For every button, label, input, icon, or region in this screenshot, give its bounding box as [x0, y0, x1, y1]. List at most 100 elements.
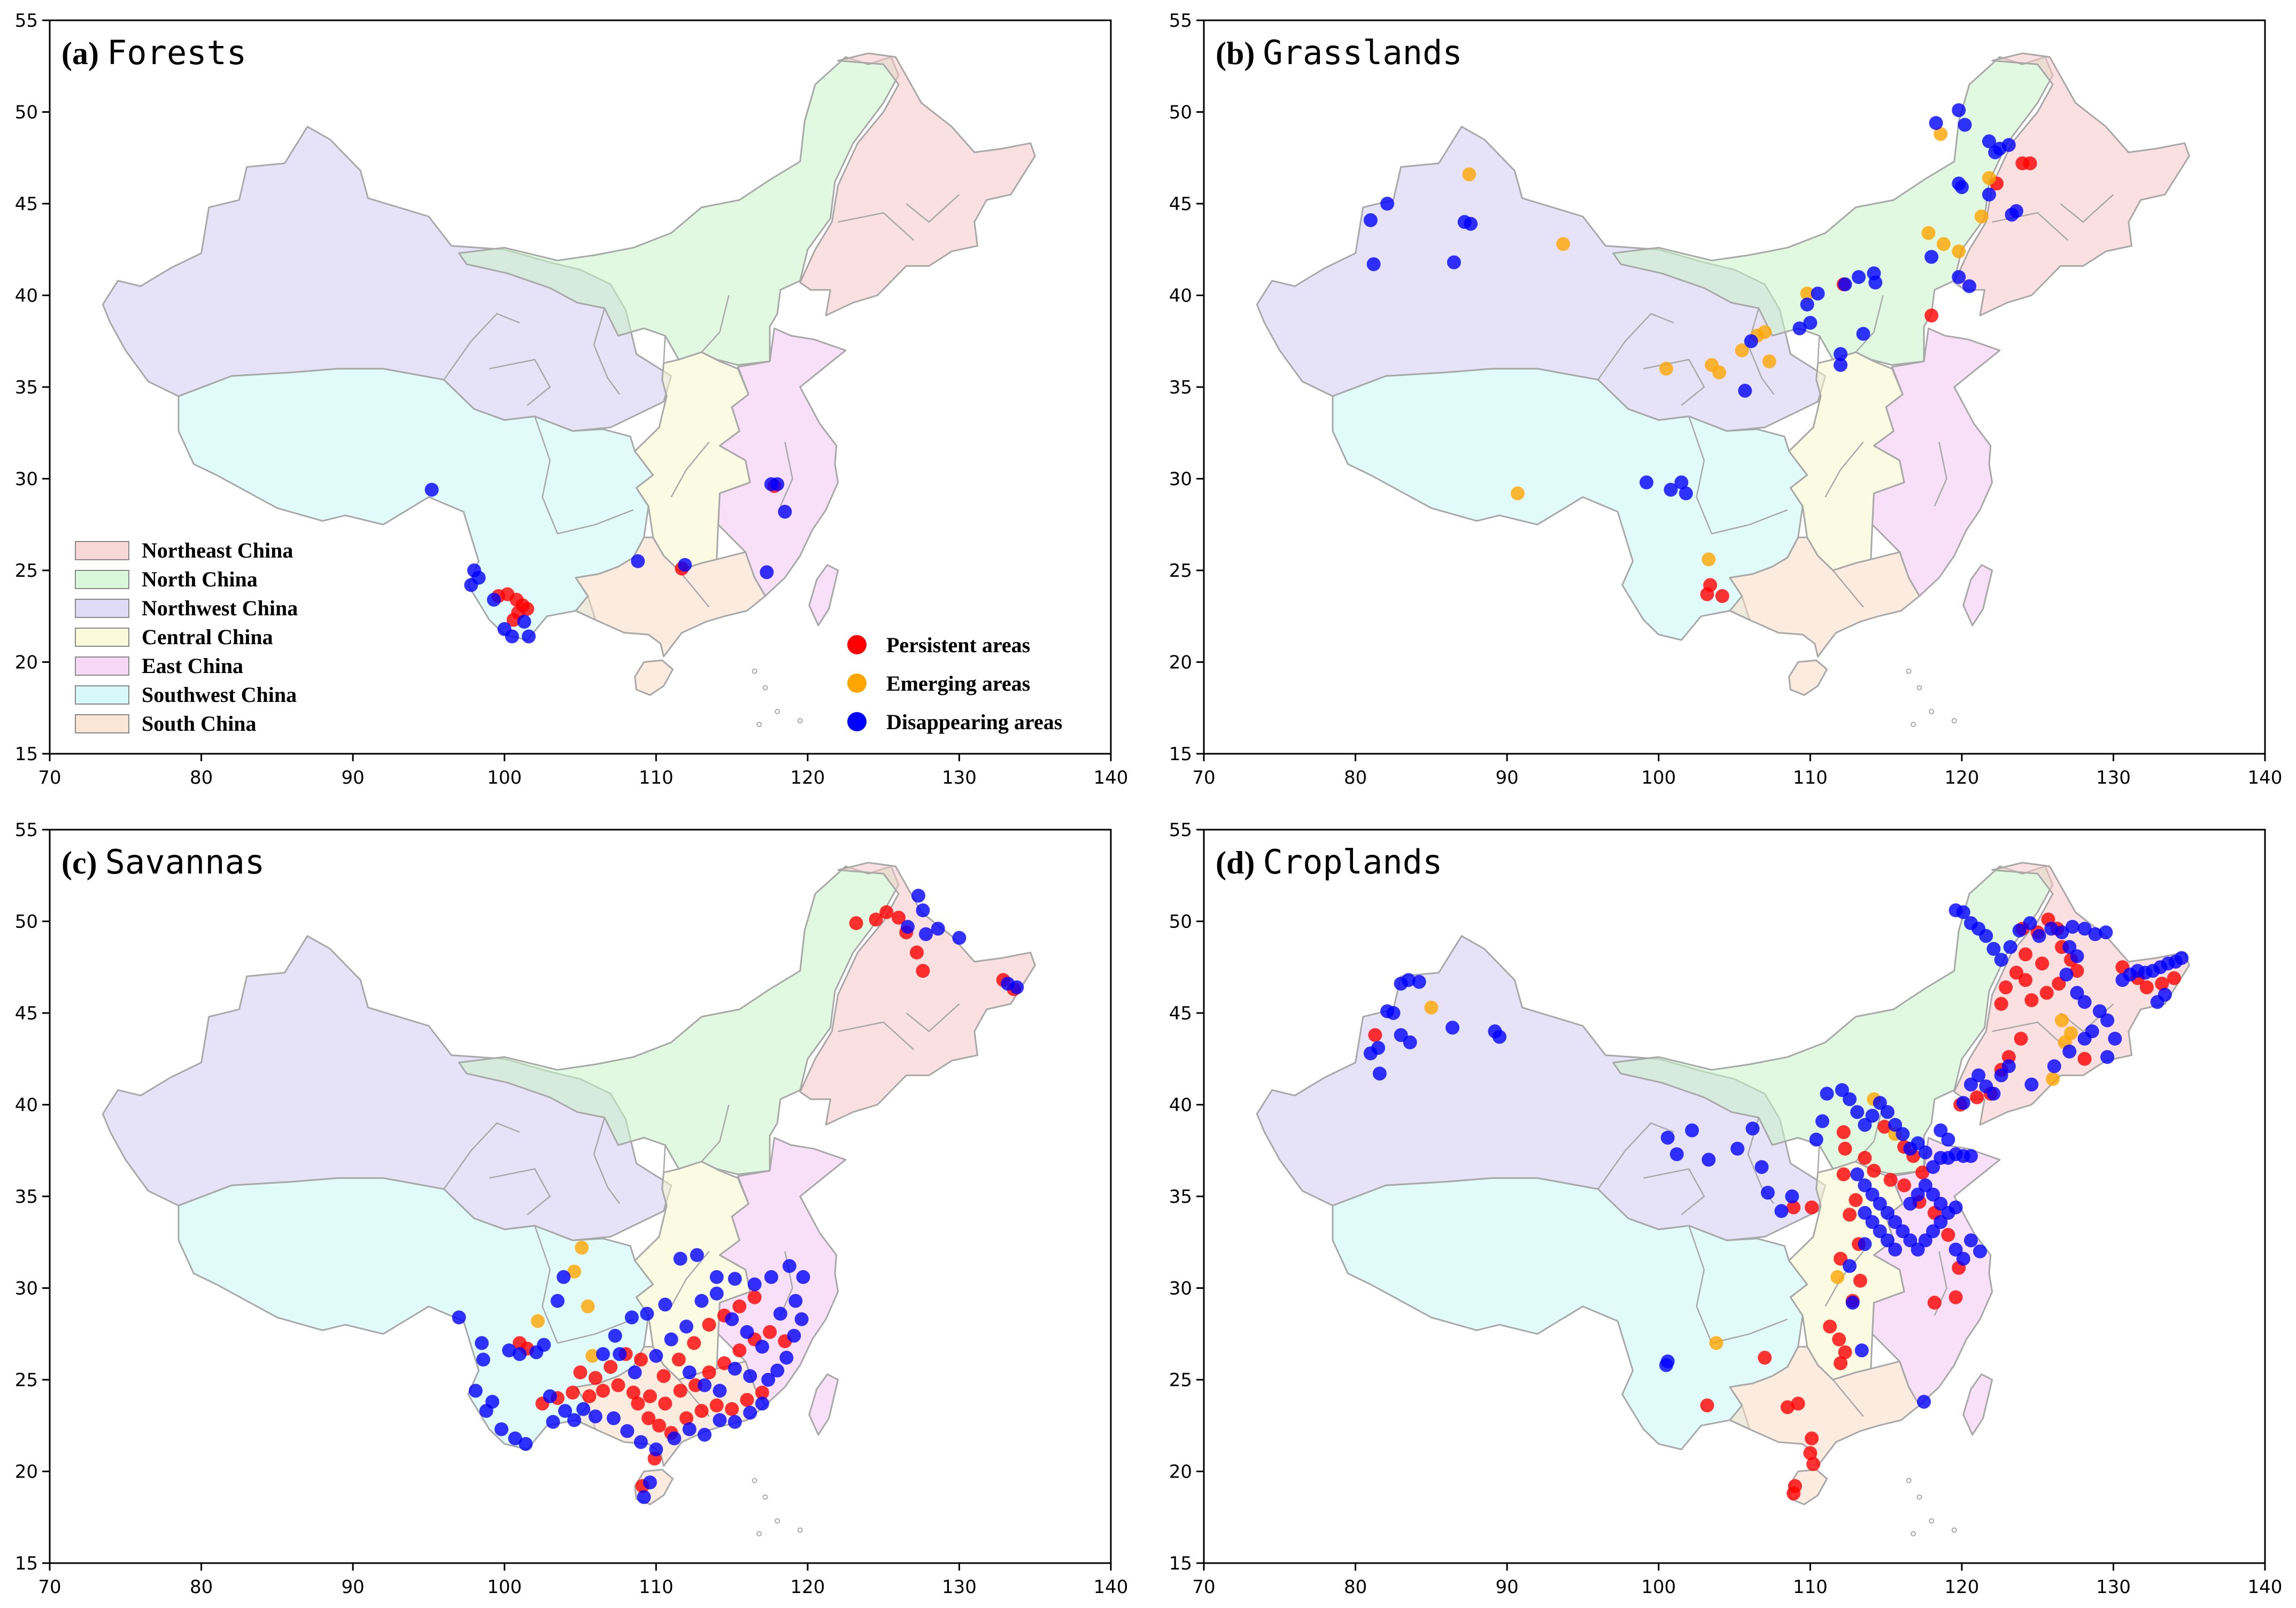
disappearing-point — [1785, 1189, 1799, 1203]
y-tick-label: 45 — [1169, 1003, 1192, 1024]
persistent-point — [709, 1398, 724, 1412]
disappearing-point — [1926, 1160, 1940, 1174]
persistent-point — [520, 602, 535, 616]
province-boundary — [1855, 295, 1884, 353]
province-boundary — [557, 509, 634, 535]
emerging-point — [567, 1264, 582, 1279]
disappearing-point — [624, 1310, 639, 1325]
disappearing-point — [2175, 951, 2189, 965]
y-tick-label: 20 — [1169, 652, 1192, 674]
emerging-point — [1556, 237, 1571, 251]
persistent-point — [1858, 1151, 1872, 1165]
persistent-point — [916, 964, 930, 978]
y-tick-label: 45 — [15, 194, 38, 215]
disappearing-point — [505, 629, 519, 644]
disappearing-point — [760, 565, 774, 579]
disappearing-point — [755, 1340, 769, 1354]
emerging-point — [1424, 1000, 1439, 1015]
disappearing-point — [551, 1294, 565, 1308]
disappearing-point — [770, 1363, 785, 1378]
data-points — [1363, 103, 2037, 603]
disappearing-point — [1952, 270, 1966, 284]
disappearing-point — [1911, 1136, 1925, 1150]
province-boundary — [1817, 1145, 1820, 1173]
disappearing-point — [1873, 1096, 1887, 1110]
persistent-point — [2155, 977, 2169, 991]
x-tick-label: 100 — [487, 767, 522, 788]
persistent-point — [633, 1352, 648, 1367]
y-tick-label: 45 — [15, 1003, 38, 1024]
region-legend-swatch — [75, 656, 129, 676]
region-legend-label: Northwest China — [142, 596, 298, 620]
disappearing-point — [1386, 1006, 1401, 1020]
disappearing-point — [502, 1343, 516, 1358]
disappearing-point — [537, 1338, 551, 1352]
y-tick-label: 25 — [15, 1370, 38, 1391]
disappearing-point — [1858, 1237, 1872, 1251]
x-tick-label: 120 — [790, 1576, 825, 1598]
x-tick-label: 130 — [942, 767, 977, 788]
emerging-point — [1511, 486, 1525, 500]
disappearing-point — [517, 615, 531, 629]
emerging-point — [1702, 552, 1716, 567]
axis-ticks: 70 80 90 100 110 120 130 140 15 20 25 30 35 40 45 50 55 — [15, 10, 1128, 788]
disappearing-point — [1372, 1066, 1387, 1081]
persistent-point — [687, 1336, 701, 1350]
persistent-point — [1838, 1345, 1852, 1359]
region-north — [458, 56, 900, 366]
x-tick-label: 120 — [1944, 767, 1979, 788]
disappearing-point — [476, 1352, 490, 1367]
disappearing-point — [1986, 942, 2001, 956]
disappearing-point — [1934, 1196, 1948, 1211]
disappearing-point — [1896, 1224, 1910, 1239]
y-tick-label: 15 — [15, 744, 38, 765]
disappearing-point — [475, 1336, 489, 1350]
disappearing-point — [649, 1442, 663, 1457]
disappearing-point — [1856, 327, 1870, 341]
disappearing-point — [1918, 1178, 1932, 1193]
disappearing-point — [1880, 1205, 1895, 1220]
disappearing-point — [2062, 940, 2077, 954]
persistent-point — [596, 1383, 610, 1398]
y-tick-label: 15 — [15, 1553, 38, 1574]
y-tick-label: 40 — [15, 1095, 38, 1116]
persistent-point — [702, 1365, 716, 1380]
disappearing-point — [2070, 986, 2084, 1000]
province-boundary — [1817, 335, 1820, 364]
disappearing-point — [1858, 1178, 1872, 1193]
x-tick-label: 100 — [487, 1576, 522, 1598]
region-north — [1612, 865, 2054, 1176]
panel-title: (a) Forests — [61, 33, 246, 72]
persistent-point — [2039, 986, 2054, 1000]
disappearing-point — [1949, 1200, 1963, 1215]
persistent-point — [1805, 1200, 1819, 1215]
map-panel-croplands: 70 80 90 100 110 120 130 140 15 20 25 30 35 40 45 50 55 (… — [1169, 820, 2283, 1598]
panel-name: Forests — [107, 33, 246, 72]
x-tick-label: 140 — [2248, 1576, 2283, 1598]
disappearing-point — [1903, 1196, 1918, 1211]
y-tick-label: 40 — [15, 285, 38, 307]
disappearing-point — [1956, 1251, 1970, 1266]
disappearing-point — [1888, 1215, 1903, 1229]
y-tick-label: 30 — [1169, 1278, 1192, 1300]
x-tick-label: 130 — [2096, 1576, 2131, 1598]
province-boundary — [1597, 1122, 1674, 1190]
disappearing-point — [485, 1395, 499, 1409]
persistent-point — [2139, 980, 2154, 994]
region-legend-label: Central China — [142, 625, 273, 649]
persistent-point — [2024, 993, 2039, 1007]
persistent-point — [673, 1383, 687, 1398]
disappearing-point — [728, 1362, 742, 1376]
persistent-point — [763, 1325, 777, 1339]
disappearing-point — [628, 1365, 642, 1380]
persistent-point — [849, 916, 863, 930]
x-tick-label: 90 — [342, 767, 365, 788]
axis-ticks: 70 80 90 100 110 120 130 140 15 20 25 30 35 40 45 50 55 — [15, 820, 1128, 1598]
disappearing-point — [576, 1402, 591, 1416]
disappearing-point — [2108, 1032, 2122, 1046]
emerging-point — [585, 1349, 600, 1363]
disappearing-point — [1963, 1149, 1978, 1163]
persistent-point — [869, 913, 883, 927]
y-tick-label: 45 — [1169, 194, 1192, 215]
disappearing-point — [1447, 255, 1461, 269]
